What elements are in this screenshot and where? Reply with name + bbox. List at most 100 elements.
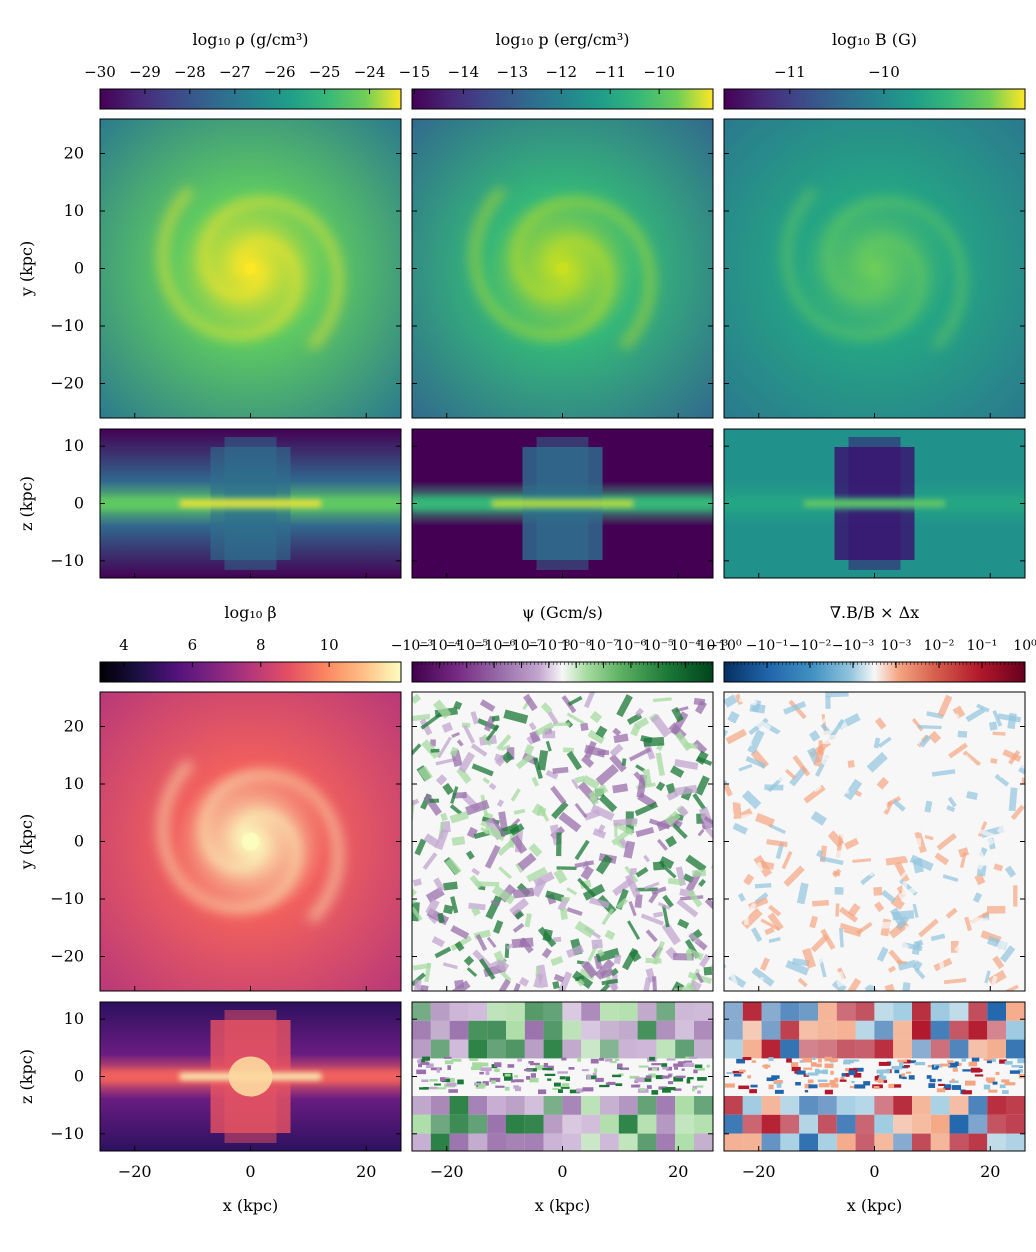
galaxy-core <box>556 262 569 275</box>
galaxy-core <box>241 832 260 851</box>
colorbar-tick-label: −15 <box>399 63 431 81</box>
y-tick-label: 0 <box>74 259 84 278</box>
face-on-map <box>99 118 402 419</box>
colorbar-label: log₁₀ B (G) <box>832 30 917 49</box>
colorbar-tick-label: −10⁰ <box>706 638 742 654</box>
edge-on-map <box>99 428 402 579</box>
spiral-arm <box>469 186 615 341</box>
colorbar-tick-label: 10⁻⁴ <box>670 638 701 654</box>
spiral-arm <box>157 759 303 914</box>
panel-2: log₁₀ B (G) −11 −10 <box>723 30 1026 579</box>
y-tick-label: −10 <box>50 889 84 908</box>
colorbar-tick-label: −10⁻⁸ <box>528 638 571 654</box>
z-axis-label: z (kpc) <box>17 476 36 531</box>
z-axis-label: z (kpc) <box>17 1049 36 1104</box>
block-cells <box>724 1002 1025 1151</box>
colorbar-tick-label: 10⁻⁵ <box>643 638 674 654</box>
colorbar <box>411 661 714 683</box>
colorbar-tick-label: −10 <box>868 63 900 81</box>
y-axis-label: y (kpc) <box>17 814 36 871</box>
panel-4: ψ (Gcm/s)−10⁻³−10⁻⁴−10⁻⁵−10⁻⁶−10⁻⁷−10⁻⁸1… <box>391 603 729 1215</box>
colorbar-tick-label: −10⁻² <box>789 638 832 654</box>
galaxy-core <box>244 262 257 275</box>
x-tick-label: 0 <box>245 1162 255 1181</box>
x-axis-label: x (kpc) <box>535 1196 591 1215</box>
x-tick-label: 20 <box>356 1162 376 1181</box>
colorbar <box>99 661 402 683</box>
z-tick-label: 0 <box>74 494 84 513</box>
colorbar-tick-label: 10⁻³ <box>881 638 912 654</box>
spiral-arm <box>198 196 344 351</box>
colorbar-tick-label: 4 <box>119 636 129 654</box>
noise-field <box>412 692 713 991</box>
colorbar <box>99 88 402 110</box>
face-on-map <box>723 118 1026 419</box>
colorbar-tick-label: −11 <box>594 63 626 81</box>
galaxy-core <box>868 262 881 275</box>
colorbar-tick-label: −10⁻⁷ <box>500 638 543 654</box>
colorbar-tick-label: −14 <box>448 63 480 81</box>
colorbar-label: ψ (Gcm/s) <box>522 603 603 622</box>
colorbar-tick-label: −29 <box>129 63 161 81</box>
y-tick-label: −20 <box>50 947 84 966</box>
panel-3: log₁₀ β 4 6 8 10 20 10 0 −10 −20 y (kpc) 10 0 −10 z (k… <box>17 603 402 1215</box>
x-tick-label: −20 <box>430 1162 464 1181</box>
colorbar-tick-label: 10⁻⁶ <box>615 638 646 654</box>
spiral-arm <box>781 186 927 341</box>
x-tick-label: 20 <box>668 1162 688 1181</box>
y-tick-label: 10 <box>64 774 84 793</box>
face-on-map <box>99 691 402 992</box>
colorbar-tick-label: −27 <box>219 63 251 81</box>
colorbar-tick-label: −11 <box>774 63 806 81</box>
colorbar-label: log₁₀ ρ (g/cm³) <box>192 30 308 49</box>
edge-on-map <box>411 428 714 579</box>
y-tick-label: 10 <box>64 201 84 220</box>
colorbar-tick-label: 6 <box>188 636 198 654</box>
edge-on-map <box>411 1001 714 1152</box>
block-cells <box>412 1002 713 1151</box>
colorbar-tick-label: 10 <box>320 636 339 654</box>
z-tick-label: 10 <box>64 1009 84 1028</box>
colorbar-tick-label: −10⁻⁶ <box>473 638 516 654</box>
colorbar-tick-label: −10⁻³ <box>391 638 434 654</box>
edge-on-map <box>723 1001 1026 1152</box>
panel-1: log₁₀ p (erg/cm³) −15 −14 −13 −12 −11 −10 <box>399 30 714 579</box>
y-tick-label: 0 <box>74 832 84 851</box>
y-tick-label: −20 <box>50 374 84 393</box>
spiral-arm <box>198 769 344 924</box>
colorbar-tick-label: −10⁻¹ <box>746 638 789 654</box>
colorbar-tick-label: 10⁻¹ <box>967 638 998 654</box>
colorbar <box>723 88 1026 110</box>
colorbar-tick-label: −25 <box>309 63 341 81</box>
edge-on-map <box>723 428 1026 579</box>
colorbar-tick-label: −30 <box>84 63 116 81</box>
panel-0: log₁₀ ρ (g/cm³) −30 −29 −28 −27 −26 −25 −24 20 10… <box>17 30 402 579</box>
x-tick-label: −20 <box>742 1162 776 1181</box>
x-axis-label: x (kpc) <box>223 1196 279 1215</box>
colorbar-tick-label: 10⁰ <box>1013 638 1036 654</box>
x-axis-label: x (kpc) <box>847 1196 903 1215</box>
spiral-arm <box>822 196 968 351</box>
x-tick-label: −20 <box>118 1162 152 1181</box>
colorbar-tick-label: −28 <box>174 63 206 81</box>
z-tick-label: 0 <box>74 1067 84 1086</box>
colorbar-tick-label: −10⁻³ <box>832 638 875 654</box>
face-on-map <box>411 118 714 419</box>
x-tick-label: 0 <box>557 1162 567 1181</box>
y-tick-label: 20 <box>64 144 84 163</box>
spiral-arm <box>157 186 303 341</box>
face-on-map <box>723 691 1026 992</box>
x-tick-label: 0 <box>869 1162 879 1181</box>
colorbar-tick-label: 10⁻³ <box>698 638 729 654</box>
colorbar-tick-label: 10⁻⁸ <box>561 638 592 654</box>
colorbar-tick-label: 10⁻⁷ <box>588 638 619 654</box>
colorbar-tick-label: −26 <box>264 63 296 81</box>
face-on-map <box>411 691 714 992</box>
colorbar-tick-label: −12 <box>545 63 577 81</box>
colorbar-tick-label: −24 <box>354 63 386 81</box>
z-tick-label: 10 <box>64 436 84 455</box>
y-tick-label: −10 <box>50 316 84 335</box>
colorbar-tick-label: 8 <box>256 636 266 654</box>
colorbar-label: log₁₀ β <box>224 603 276 622</box>
colorbar-tick-label: 10⁻² <box>924 638 955 654</box>
